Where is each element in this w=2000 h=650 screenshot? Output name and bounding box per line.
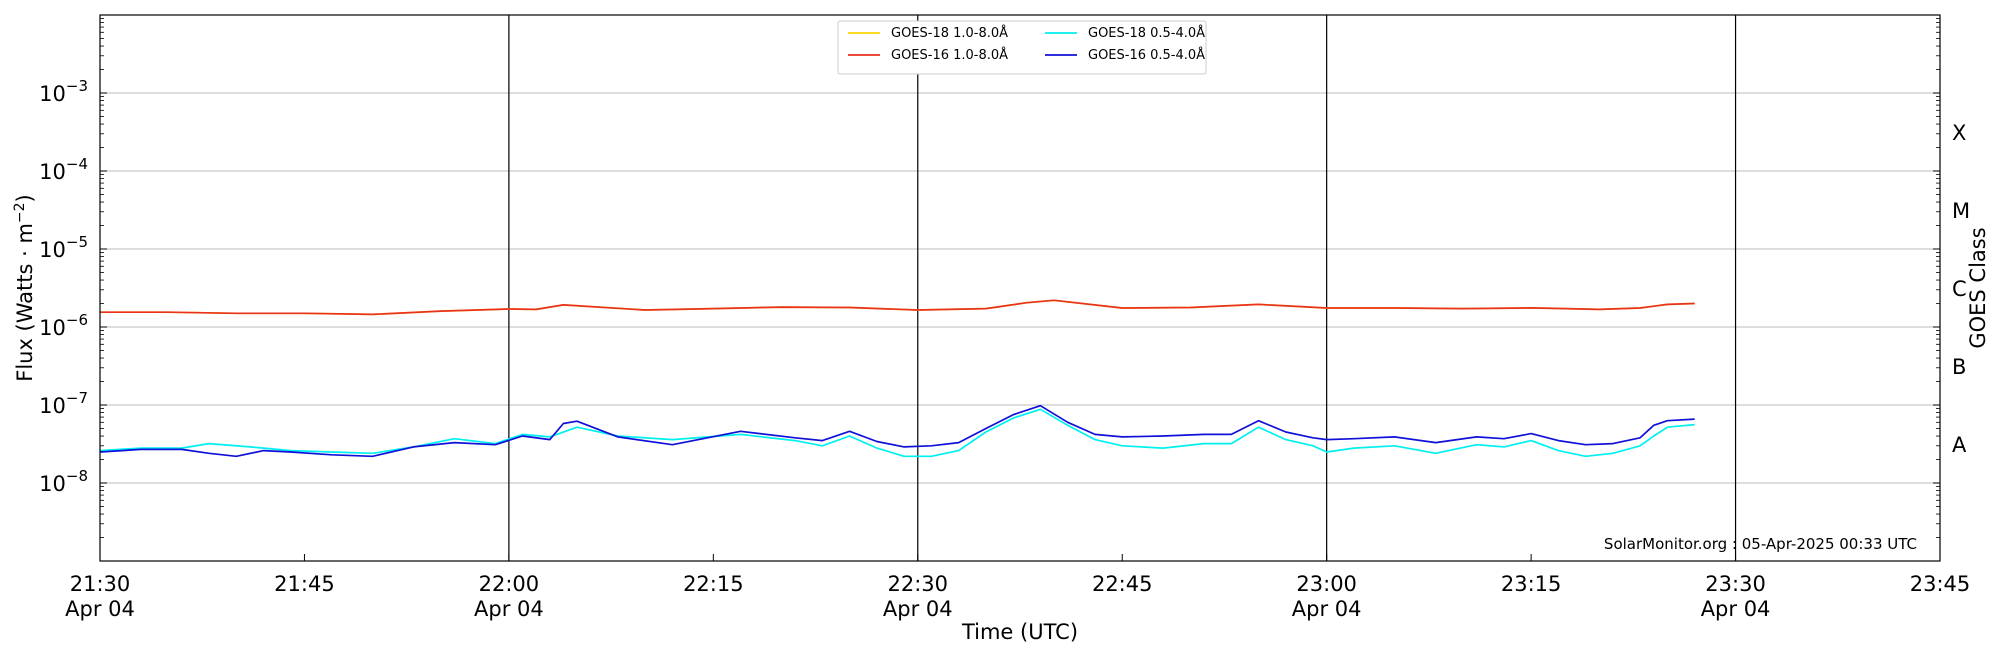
- y-axis-title-exponent: −2: [12, 202, 28, 223]
- x-tick-date-label: Apr 04: [65, 597, 135, 621]
- legend-label: GOES-16 0.5-4.0Å: [1088, 47, 1205, 63]
- y-axis-title-close: ): [13, 194, 37, 202]
- grid-layer: [100, 92, 1940, 484]
- x-tick-label: 23:30: [1705, 572, 1766, 596]
- y-tick-label: 10−3: [39, 77, 88, 106]
- legend-label: GOES-18 0.5-4.0Å: [1088, 25, 1205, 41]
- goes-class-c: C: [1952, 277, 1967, 301]
- y-axis-ticks: 10−8 10−7 10−6 10−5 10−4 10−3: [39, 18, 1940, 538]
- y-tick-label: 10−5: [39, 233, 88, 262]
- x-tick-label: 22:15: [683, 572, 744, 596]
- x-tick-label: 23:45: [1910, 572, 1971, 596]
- series-line-goes-16-0-5-4-0: [99, 404, 1695, 458]
- legend-box: [837, 20, 1207, 75]
- x-tick-label: 23:15: [1501, 572, 1562, 596]
- series-layer: [99, 299, 1695, 458]
- x-tick-label: 22:30: [888, 572, 949, 596]
- legend-item: GOES-16 1.0-8.0Å: [848, 47, 1008, 63]
- goes-class-a: A: [1952, 433, 1967, 457]
- goes-class-m: M: [1952, 199, 1970, 223]
- y-tick-label: 10−7: [39, 389, 88, 418]
- x-tick-label: 22:45: [1092, 572, 1153, 596]
- plot-frame: [99, 14, 1941, 562]
- goes-class-b: B: [1952, 355, 1966, 379]
- x-axis-title: Time (UTC): [961, 620, 1078, 644]
- x-tick-label: 21:45: [274, 572, 335, 596]
- x-tick-label: 23:00: [1296, 572, 1357, 596]
- goes-class-axis-title: GOES Class: [1966, 227, 1990, 348]
- goes-class-labels: A B C M X: [1952, 121, 1970, 457]
- legend-item: GOES-18 0.5-4.0Å: [1045, 25, 1205, 41]
- y-tick-label: 10−8: [39, 467, 88, 496]
- legend-label: GOES-18 1.0-8.0Å: [891, 25, 1008, 41]
- x-tick-date-label: Apr 04: [1701, 597, 1771, 621]
- x-tick-date-label: Apr 04: [883, 597, 953, 621]
- series-line-goes-18-0-5-4-0: [99, 408, 1695, 458]
- y-tick-label: 10−4: [39, 155, 88, 184]
- y-axis-title: Flux (Watts · m−2): [12, 194, 37, 382]
- y-axis-title-main: Flux (Watts · m: [13, 223, 37, 382]
- series-line-goes-16-1-0-8-0: [100, 299, 1695, 316]
- goes-class-x: X: [1952, 121, 1966, 145]
- legend-item: GOES-16 0.5-4.0Å: [1045, 47, 1205, 63]
- series-line-goes-18-1-0-8-0: [100, 299, 1695, 316]
- day-marker-lines: [508, 15, 1737, 561]
- x-tick-date-label: Apr 04: [1292, 597, 1362, 621]
- legend-label: GOES-16 1.0-8.0Å: [891, 47, 1008, 63]
- legend-items: GOES-18 1.0-8.0Å GOES-16 1.0-8.0Å GOES-18 …: [848, 25, 1205, 63]
- y-tick-label: 10−6: [39, 311, 88, 340]
- legend: GOES-18 1.0-8.0Å GOES-16 1.0-8.0Å GOES-18 …: [837, 20, 1207, 75]
- x-tick-date-label: Apr 04: [474, 597, 544, 621]
- x-tick-label: 22:00: [479, 572, 540, 596]
- legend-item: GOES-18 1.0-8.0Å: [848, 25, 1008, 41]
- x-tick-label: 21:30: [70, 572, 131, 596]
- credit-text: SolarMonitor.org : 05-Apr-2025 00:33 UTC: [1604, 535, 1917, 553]
